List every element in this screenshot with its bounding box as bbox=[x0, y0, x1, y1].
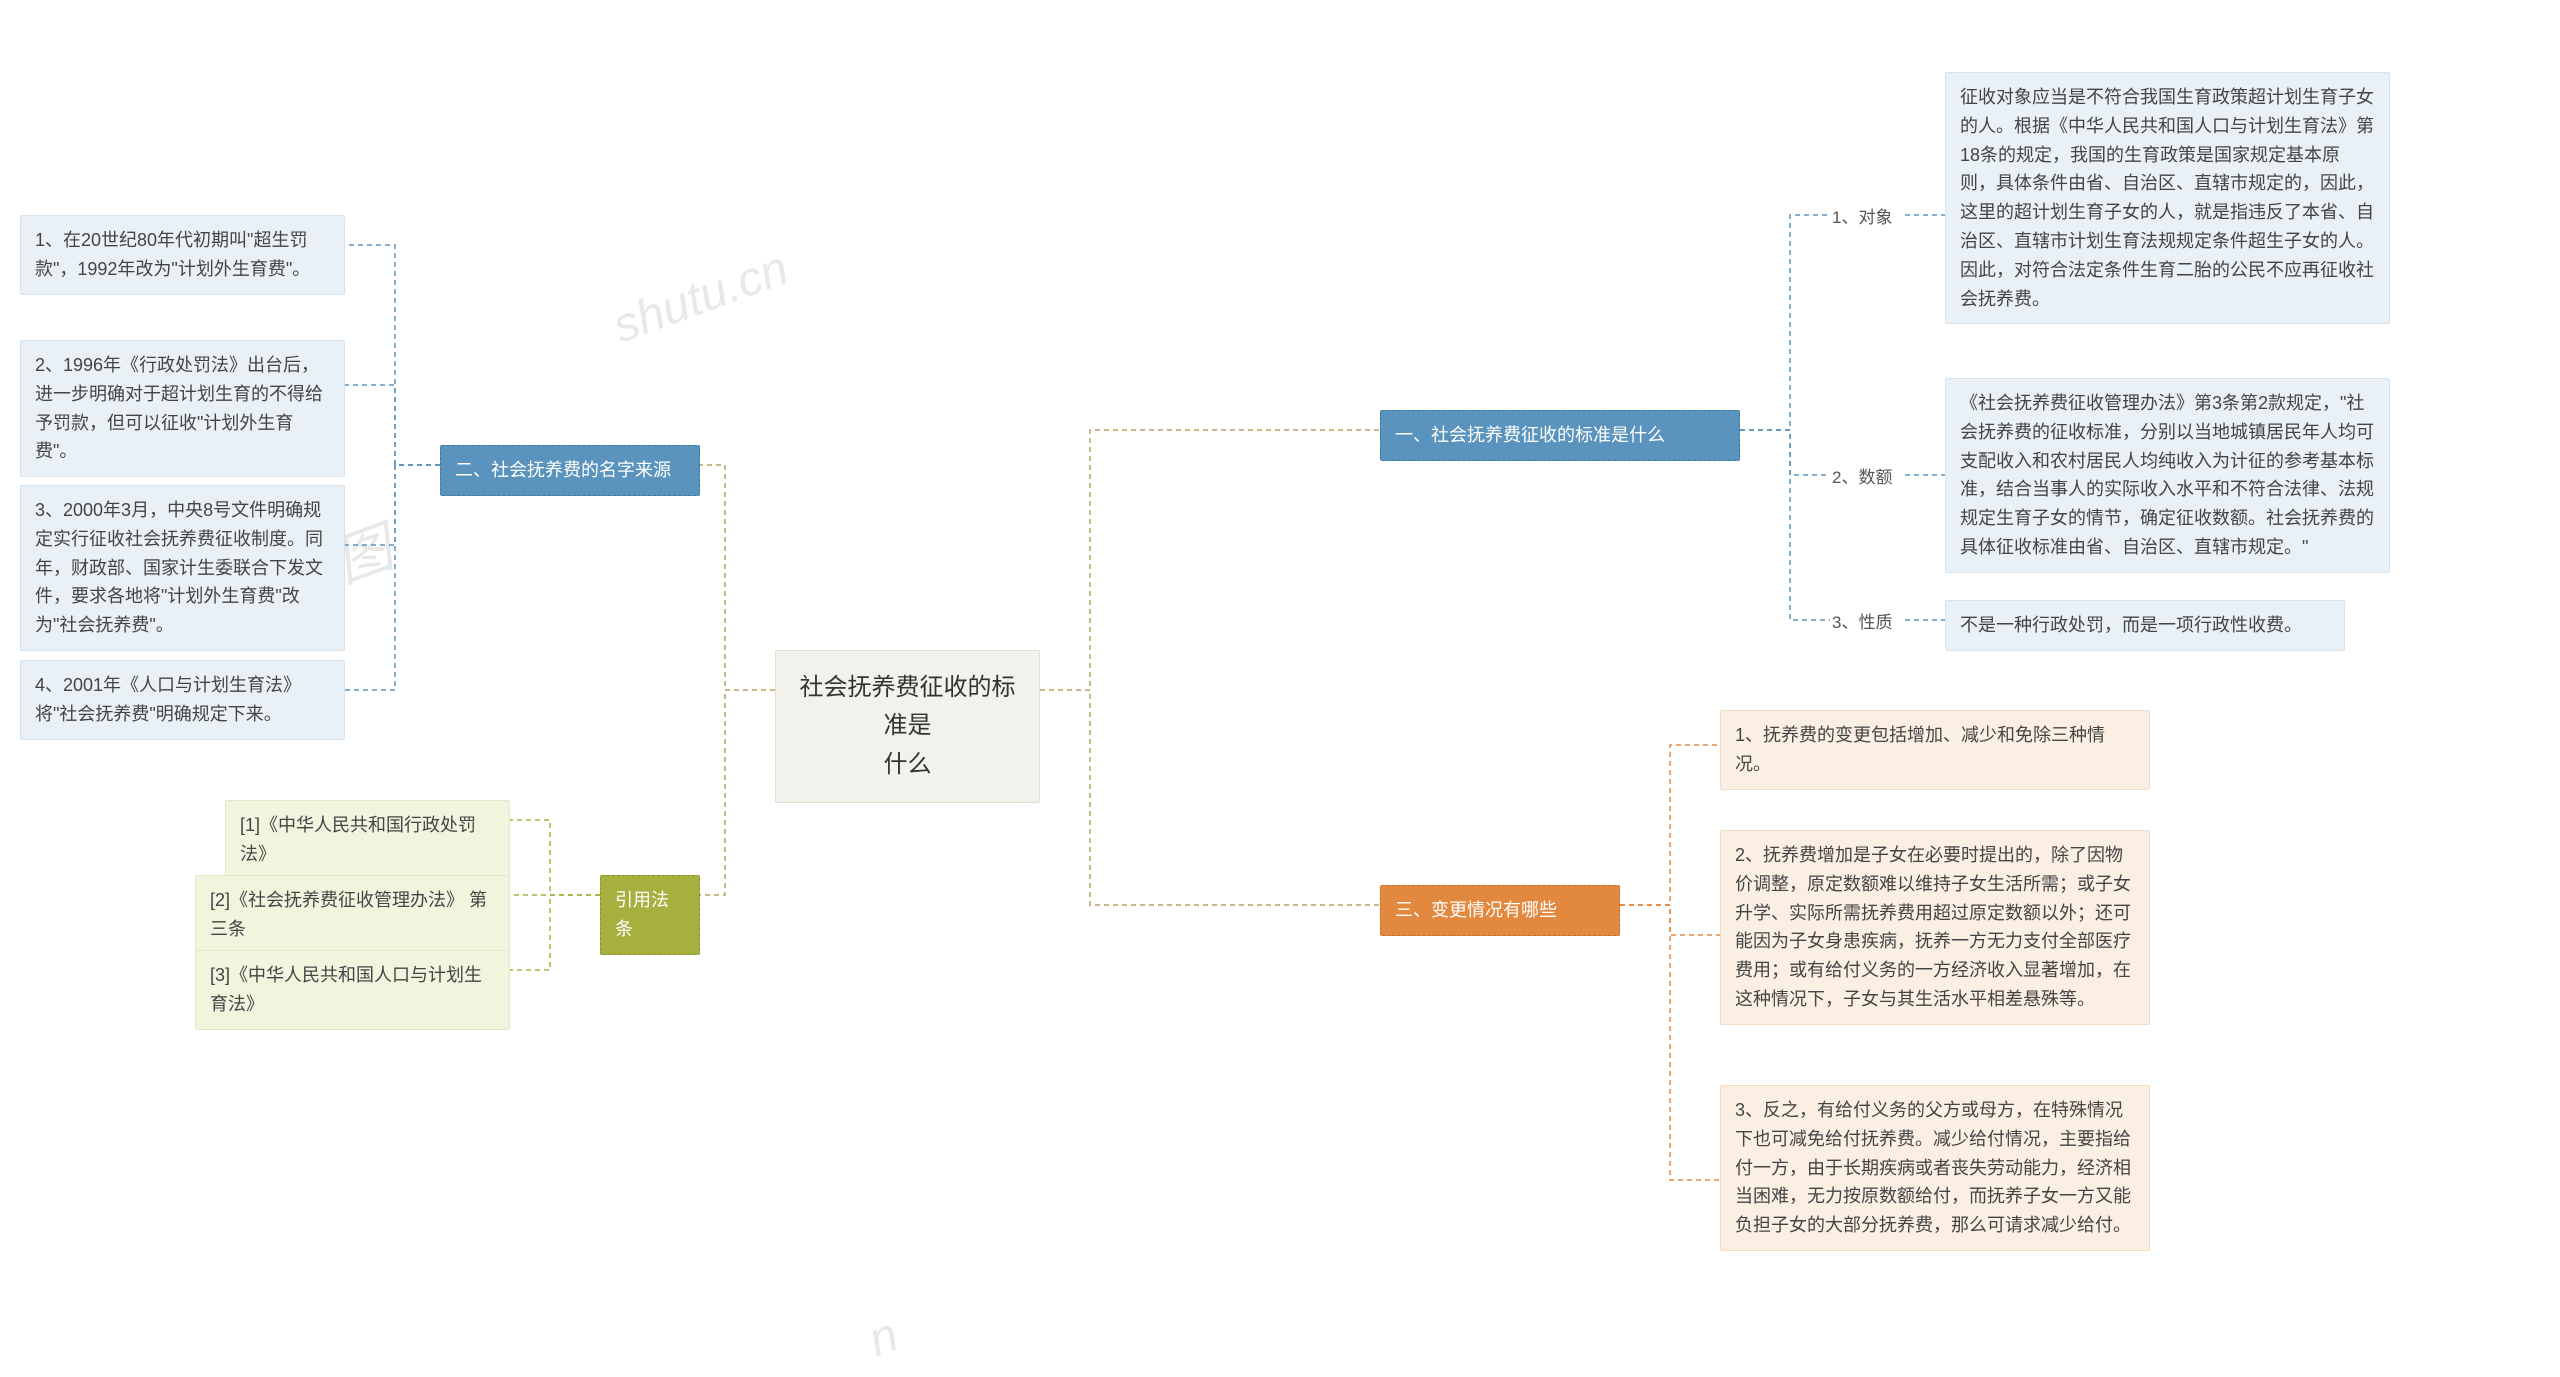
branch-4-leaf2: [2]《社会抚养费征收管理办法》 第三条 bbox=[195, 875, 510, 955]
branch-3-leaf2: 2、抚养费增加是子女在必要时提出的，除了因物价调整，原定数额难以维持子女生活所需… bbox=[1720, 830, 2150, 1025]
watermark: shutu.cn bbox=[606, 241, 795, 355]
branch-1-sub3-text: 不是一种行政处罚，而是一项行政性收费。 bbox=[1945, 600, 2345, 651]
branch-1-sub1-text: 征收对象应当是不符合我国生育政策超计划生育子女的人。根据《中华人民共和国人口与计… bbox=[1945, 72, 2390, 324]
branch-3-node: 三、变更情况有哪些 bbox=[1380, 885, 1620, 936]
branch-2-node: 二、社会抚养费的名字来源 bbox=[440, 445, 700, 496]
branch-2-leaf2: 2、1996年《行政处罚法》出台后，进一步明确对于超计划生育的不得给予罚款，但可… bbox=[20, 340, 345, 477]
branch-1-sub2-text: 《社会抚养费征收管理办法》第3条第2款规定，"社会抚养费的征收标准，分别以当地城… bbox=[1945, 378, 2390, 573]
branch-3-leaf3: 3、反之，有给付义务的父方或母方，在特殊情况下也可减免给付抚养费。减少给付情况，… bbox=[1720, 1085, 2150, 1251]
branch-2-leaf3: 3、2000年3月，中央8号文件明确规定实行征收社会抚养费征收制度。同年，财政部… bbox=[20, 485, 345, 651]
branch-1-node: 一、社会抚养费征收的标准是什么 bbox=[1380, 410, 1740, 461]
branch-3-leaf1: 1、抚养费的变更包括增加、减少和免除三种情况。 bbox=[1720, 710, 2150, 790]
branch-4-leaf1: [1]《中华人民共和国行政处罚法》 bbox=[225, 800, 510, 880]
branch-1-sub2-label: 2、数额 bbox=[1832, 463, 1892, 488]
branch-2-leaf1: 1、在20世纪80年代初期叫"超生罚款"，1992年改为"计划外生育费"。 bbox=[20, 215, 345, 295]
branch-4-node: 引用法条 bbox=[600, 875, 700, 955]
center-node: 社会抚养费征收的标准是 什么 bbox=[775, 650, 1040, 803]
branch-4-leaf3: [3]《中华人民共和国人口与计划生育法》 bbox=[195, 950, 510, 1030]
branch-1-sub1-label: 1、对象 bbox=[1832, 203, 1892, 228]
watermark: n bbox=[861, 1307, 905, 1368]
branch-2-leaf4: 4、2001年《人口与计划生育法》将"社会抚养费"明确规定下来。 bbox=[20, 660, 345, 740]
branch-1-sub3-label: 3、性质 bbox=[1832, 608, 1892, 633]
